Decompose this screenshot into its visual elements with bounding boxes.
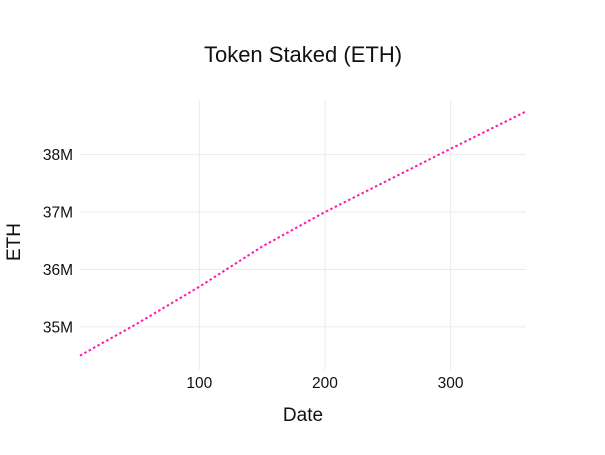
- y-tick-label: 35M: [43, 319, 73, 336]
- grid-lines: [80, 100, 526, 370]
- x-tick-label: 300: [438, 375, 464, 392]
- y-axis-ticks: 35M 36M 37M 38M: [43, 147, 73, 336]
- y-tick-label: 36M: [43, 262, 73, 279]
- x-tick-label: 100: [186, 375, 212, 392]
- series-line: [79, 110, 527, 357]
- y-axis-title: ETH: [4, 223, 25, 261]
- y-tick-label: 38M: [43, 147, 73, 164]
- series-lines: [79, 110, 527, 357]
- x-axis-title: Date: [283, 405, 323, 426]
- chart-title: Token Staked (ETH): [204, 42, 402, 67]
- x-axis-ticks: 100 200 300: [186, 375, 464, 392]
- x-tick-label: 200: [312, 375, 338, 392]
- y-tick-label: 37M: [43, 205, 73, 222]
